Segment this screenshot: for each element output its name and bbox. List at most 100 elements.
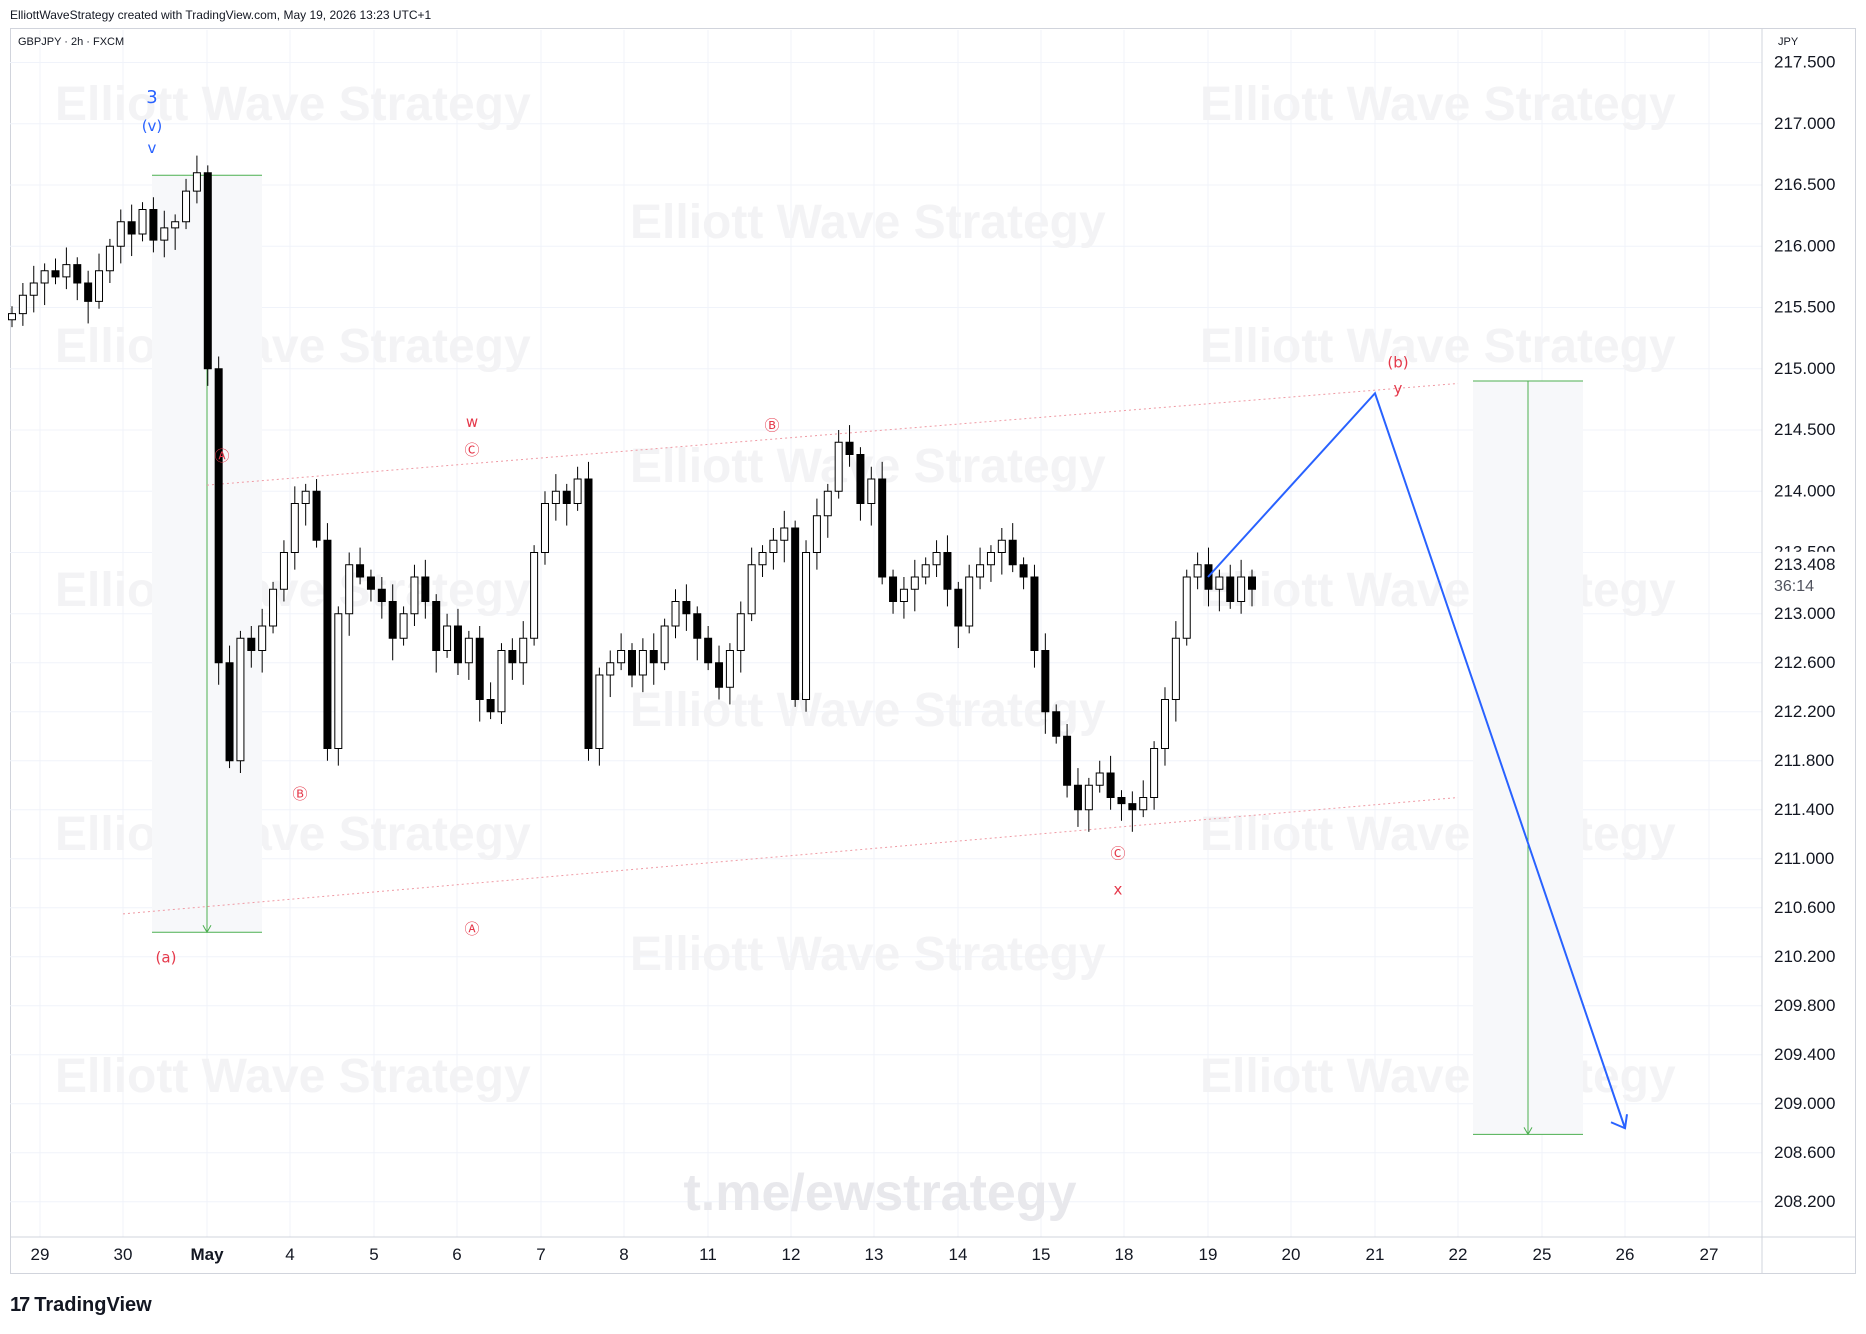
candle-body: [247, 637, 256, 651]
price-tick-label: 208.200: [1774, 1192, 1835, 1211]
price-tick-label: 211.000: [1774, 849, 1834, 868]
candle-body: [508, 650, 517, 664]
price-axis: 217.500 217.000 216.500 216.000 215.500 215.0…: [1761, 28, 1835, 1274]
candle-body: [203, 172, 212, 370]
candle: [1128, 791, 1137, 832]
candle: [997, 528, 1006, 575]
candle-body: [747, 564, 756, 615]
candle: [116, 209, 125, 264]
candle-body: [1226, 576, 1235, 602]
time-tick-label: May: [190, 1245, 224, 1264]
candle: [290, 486, 299, 570]
candle: [138, 202, 147, 242]
candle-body: [334, 613, 343, 749]
candle: [1063, 724, 1072, 798]
candle-body: [475, 637, 484, 700]
candle: [443, 613, 452, 658]
price-tick-label: 215.500: [1774, 298, 1835, 317]
candle: [18, 283, 27, 326]
candle: [334, 606, 343, 766]
candle: [736, 601, 745, 673]
candle: [878, 461, 887, 585]
wave-label: Ⓒ: [1110, 844, 1125, 862]
candle: [366, 569, 375, 602]
candle-body: [127, 221, 136, 235]
candle-body: [279, 552, 288, 590]
candle: [453, 608, 462, 675]
candle: [1248, 569, 1256, 607]
candle-body: [116, 221, 125, 247]
candle: [421, 559, 430, 619]
candle: [345, 552, 354, 636]
chart-frame: [10, 28, 1856, 1274]
candle-body: [606, 662, 615, 676]
candle-body: [649, 650, 658, 664]
channel-lines: [122, 382, 1459, 915]
watermark-text: Elliott Wave Strategy: [630, 196, 1106, 249]
candle: [377, 577, 386, 619]
candle-body: [878, 478, 887, 578]
candle: [432, 594, 441, 673]
time-tick-label: 11: [699, 1245, 717, 1264]
candle-body: [301, 490, 310, 504]
candle-body: [638, 650, 647, 676]
candle-body: [269, 588, 278, 627]
price-tick-label: 211.400: [1774, 800, 1834, 819]
candle: [921, 557, 930, 585]
candle: [823, 483, 832, 538]
candle: [410, 564, 419, 626]
price-tick-label: 217.000: [1774, 114, 1835, 133]
candle-body: [780, 527, 789, 541]
candle-body: [715, 662, 724, 688]
wave-label: x: [1114, 880, 1123, 898]
candle-body: [453, 625, 462, 664]
watermark-layer: Elliott Wave Strategy Elliott Wave Strate…: [55, 78, 1676, 1222]
candle: [725, 643, 734, 705]
watermark-text: Elliott Wave Strategy: [630, 928, 1106, 981]
candle-body: [997, 539, 1006, 553]
watermark-text: Elliott Wave Strategy: [55, 320, 531, 373]
candle: [258, 608, 267, 673]
candle-body: [617, 650, 626, 664]
candle-body: [834, 441, 843, 492]
wave-label: Ⓑ: [292, 785, 307, 803]
time-tick-label: 19: [1199, 1245, 1218, 1264]
candle-body: [236, 637, 245, 762]
symbol-label[interactable]: GBPJPY · 2h · FXCM: [18, 36, 125, 48]
candle: [1139, 780, 1148, 818]
time-tick-label: 22: [1449, 1245, 1468, 1264]
candle-body: [769, 539, 778, 553]
price-tick-label: 214.500: [1774, 420, 1835, 439]
price-tick-label: 209.800: [1774, 996, 1835, 1015]
wave-label: Ⓐ: [464, 920, 479, 938]
candle-body: [899, 588, 908, 602]
candle-body: [986, 552, 995, 566]
watermark-text: Elliott Wave Strategy: [1200, 808, 1676, 861]
candle: [1030, 564, 1039, 668]
candle: [127, 204, 136, 257]
price-tick-label: 212.200: [1774, 702, 1835, 721]
tradingview-logo[interactable]: 17 TradingView: [10, 1294, 152, 1317]
candle-body: [345, 564, 354, 615]
candle: [965, 564, 974, 634]
candle: [747, 547, 756, 622]
candle: [388, 584, 397, 661]
wave-label: v: [148, 139, 157, 157]
candle-body: [399, 613, 408, 639]
candle: [84, 270, 93, 324]
price-tag-box: [1763, 551, 1855, 598]
candle: [214, 356, 223, 685]
candle-body: [943, 552, 952, 590]
wave-label: Ⓐ: [214, 447, 229, 465]
candle: [715, 645, 724, 700]
candle: [497, 643, 506, 724]
candle: [780, 510, 789, 563]
candle-body: [497, 650, 506, 713]
price-tick-label: 214.000: [1774, 481, 1835, 500]
candle: [910, 559, 919, 612]
candle: [834, 430, 843, 499]
candle: [660, 618, 669, 671]
candle-body: [84, 282, 93, 302]
candle: [323, 523, 332, 761]
